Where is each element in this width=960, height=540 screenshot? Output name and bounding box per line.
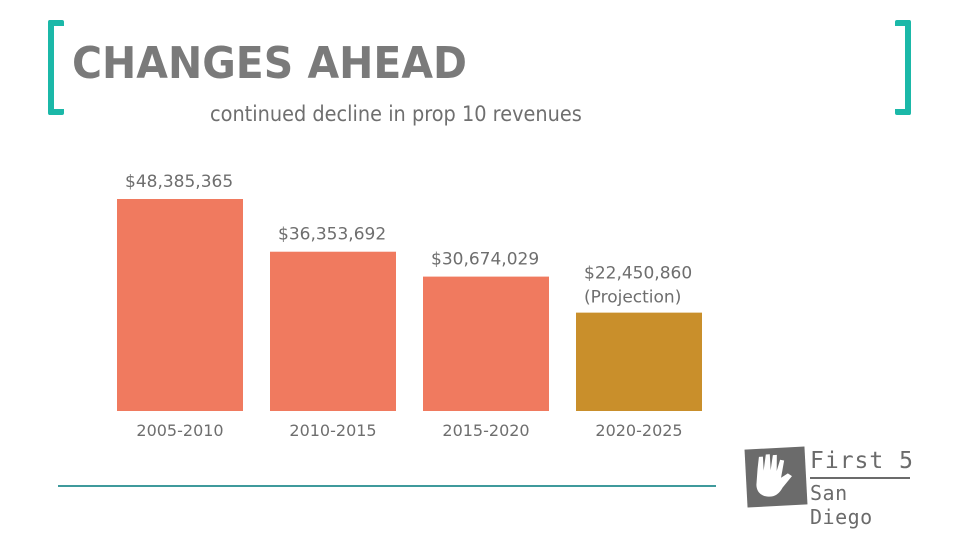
data-label: $30,674,029: [431, 250, 539, 270]
hand-print-icon: [744, 446, 808, 508]
page-title: CHANGES AHEAD: [72, 38, 467, 89]
left-bracket-decoration: [48, 20, 64, 115]
category-label: 2010-2015: [289, 421, 376, 440]
bar-2015-2020: [423, 276, 549, 411]
page-subtitle: continued decline in prop 10 revenues: [210, 102, 582, 126]
data-label: $48,385,365: [125, 172, 233, 192]
bar-2005-2010: [117, 199, 243, 411]
logo-rule: [810, 477, 910, 479]
projection-annotation: (Projection): [584, 288, 681, 308]
first5-san-diego-logo: First 5 San Diego: [744, 446, 916, 529]
data-label: $36,353,692: [278, 225, 386, 245]
category-label: 2015-2020: [442, 421, 529, 440]
bar-2010-2015: [270, 251, 396, 411]
category-label: 2005-2010: [136, 421, 223, 440]
data-label: $22,450,860: [584, 264, 692, 284]
right-bracket-decoration: [895, 20, 911, 115]
divider-line: [58, 485, 716, 487]
category-label: 2020-2025: [595, 421, 682, 440]
logo-text-san-diego: San Diego: [810, 481, 873, 529]
logo-text-first5: First 5: [810, 448, 914, 474]
bar-2020-2025: [576, 312, 702, 411]
